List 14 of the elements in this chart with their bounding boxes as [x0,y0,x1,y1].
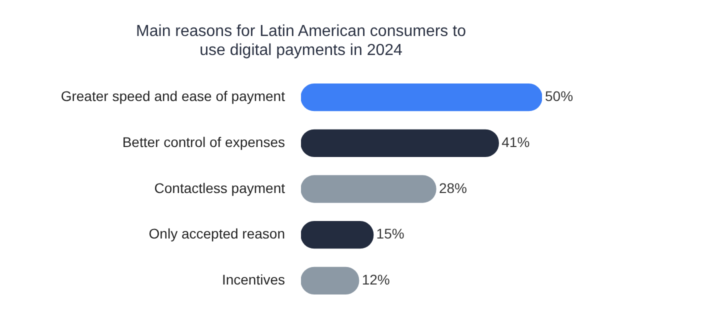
y-tick-label: Only accepted reason [148,226,285,242]
data-label: 28% [438,180,467,196]
bar [301,129,499,157]
y-tick-label: Contactless payment [154,180,286,196]
data-label: 12% [362,272,390,288]
data-label: 15% [376,226,404,242]
y-tick-label: Better control of expenses [122,134,285,150]
y-tick-label: Incentives [222,272,285,288]
bar [301,175,436,203]
data-label: 50% [545,88,574,104]
bar [301,83,542,112]
data-label: 41% [502,134,530,150]
chart-title: Main reasons for Latin American consumers to use digital payments in 2024 [136,23,466,60]
y-tick-label: Greater speed and ease of payment [60,88,286,104]
